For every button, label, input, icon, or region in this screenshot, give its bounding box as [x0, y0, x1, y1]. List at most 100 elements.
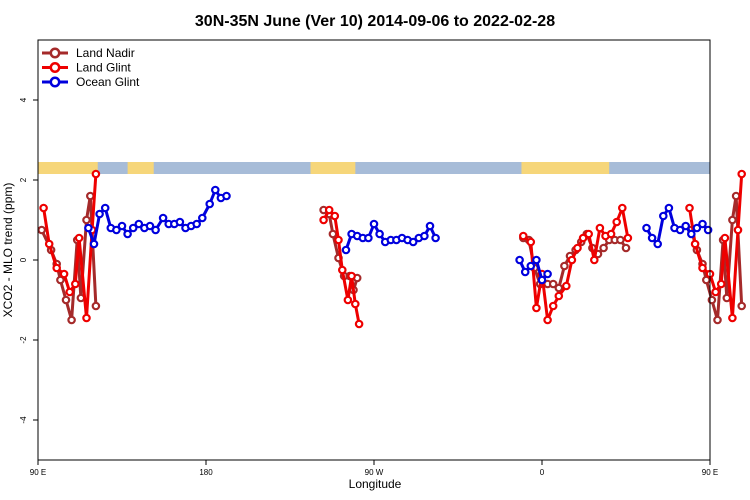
- land-nadir-point: [737, 301, 747, 311]
- land-glint-point: [584, 229, 594, 239]
- land-nadir-point: [728, 215, 737, 225]
- land-glint-point: [690, 239, 700, 249]
- ocean-glint-point: [537, 275, 547, 285]
- land-glint-point: [720, 233, 730, 243]
- ocean-glint-point: [431, 233, 440, 243]
- ocean-glint-point: [420, 231, 429, 241]
- land-glint-point: [330, 211, 340, 221]
- legend-swatch-marker: [49, 76, 61, 88]
- land-glint-point: [606, 229, 616, 239]
- ocean-glint-point: [675, 225, 685, 235]
- land-nadir-point: [599, 243, 608, 253]
- land-glint-point: [324, 205, 334, 215]
- ocean-glint-point: [698, 219, 707, 229]
- land-glint-point: [350, 299, 360, 309]
- land-glint-point: [617, 203, 627, 213]
- land-glint-point: [354, 319, 364, 329]
- ocean-glint-point: [692, 223, 702, 233]
- x-tick-label: 180: [199, 468, 213, 477]
- land-glint-point: [82, 313, 91, 323]
- land-nadir-point: [621, 243, 631, 253]
- ocean-glint-point: [543, 269, 552, 279]
- ocean-glint-point: [211, 185, 220, 195]
- ocean-glint-point: [145, 221, 155, 231]
- x-tick-label: 0: [540, 468, 545, 477]
- x-axis-label: Longitude: [349, 477, 402, 491]
- ocean-glint-point: [425, 221, 435, 231]
- land-glint-point: [334, 235, 343, 245]
- ocean-glint-point: [369, 219, 379, 229]
- legend-label: Ocean Glint: [76, 75, 140, 89]
- land-nadir-point: [713, 315, 722, 325]
- ocean-glint-point: [158, 213, 168, 223]
- ocean-glint-point: [520, 267, 530, 277]
- ocean-glint-point: [175, 217, 185, 227]
- y-axis-label: XCO2 - MLO trend (ppm): [1, 183, 15, 318]
- land-nadir-point: [616, 235, 625, 245]
- ocean-glint-point: [515, 255, 524, 265]
- x-axis: 90 E 180 90 W 0 90 E: [30, 460, 718, 477]
- land-glint-point: [561, 281, 571, 291]
- land-glint-point: [532, 303, 541, 313]
- ocean-glint-point: [128, 223, 138, 233]
- x-tick-label: 90 W: [365, 468, 384, 477]
- land-nadir-point: [37, 225, 47, 235]
- legend-label: Land Nadir: [76, 46, 135, 60]
- series-land-nadir: [37, 191, 747, 325]
- land-glint-point: [319, 215, 328, 225]
- land-glint-line: [42, 173, 98, 320]
- ocean-glint-point: [84, 223, 93, 233]
- land-glint-point: [612, 217, 622, 227]
- land-ocean-band: [38, 162, 710, 174]
- ocean-glint-point: [100, 203, 110, 213]
- y-tick-label: -4: [19, 416, 28, 424]
- land-glint-point: [728, 313, 737, 323]
- land-band-segment: [310, 162, 356, 174]
- chart-title: 30N-35N June (Ver 10) 2014-09-06 to 2022…: [195, 13, 555, 30]
- ocean-glint-point: [117, 221, 127, 231]
- land-glint-point: [716, 279, 726, 289]
- ocean-glint-point: [658, 211, 668, 221]
- x-tick-label: 90 E: [30, 468, 46, 477]
- land-glint-point: [518, 231, 528, 241]
- ocean-glint-point: [408, 237, 418, 247]
- ocean-glint-point: [198, 213, 207, 223]
- series-ocean-glint: [84, 185, 713, 285]
- ocean-glint-point: [526, 261, 536, 271]
- land-nadir-point: [82, 215, 91, 225]
- land-glint-point: [548, 301, 558, 311]
- land-glint-point: [595, 223, 605, 233]
- ocean-glint-point: [134, 219, 144, 229]
- ocean-glint-point: [112, 225, 121, 235]
- land-glint-point: [526, 237, 536, 247]
- land-band-segment: [38, 162, 98, 174]
- x-tick-label: 90 E: [702, 468, 718, 477]
- land-glint-point: [554, 291, 564, 301]
- land-nadir-point: [548, 279, 558, 289]
- ocean-glint-point: [123, 229, 132, 239]
- land-nadir-point: [67, 315, 76, 325]
- y-tick-label: -2: [19, 336, 28, 344]
- legend-swatch-marker: [49, 62, 61, 73]
- ocean-glint-point: [642, 223, 651, 233]
- series-layer: [37, 169, 747, 329]
- land-band-segment: [127, 162, 154, 174]
- land-glint-line: [688, 173, 744, 320]
- land-glint-point: [623, 233, 633, 243]
- ocean-glint-point: [653, 239, 663, 249]
- plot-frame: [37, 39, 711, 461]
- land-nadir-point: [560, 261, 569, 271]
- land-glint-point: [39, 203, 48, 213]
- land-glint-point: [573, 243, 582, 253]
- legend-label: Land Glint: [76, 61, 131, 75]
- land-band-segment: [521, 162, 610, 174]
- ocean-glint-point: [375, 229, 384, 239]
- land-nadir-point: [554, 283, 564, 293]
- land-nadir-point: [56, 275, 65, 285]
- ocean-glint-point: [364, 233, 373, 243]
- legend-item-ocean-glint: Ocean Glint: [42, 75, 140, 89]
- y-axis: -4 -2 0 2 4: [19, 97, 38, 424]
- land-glint-point: [74, 233, 84, 243]
- land-glint-point: [343, 295, 353, 305]
